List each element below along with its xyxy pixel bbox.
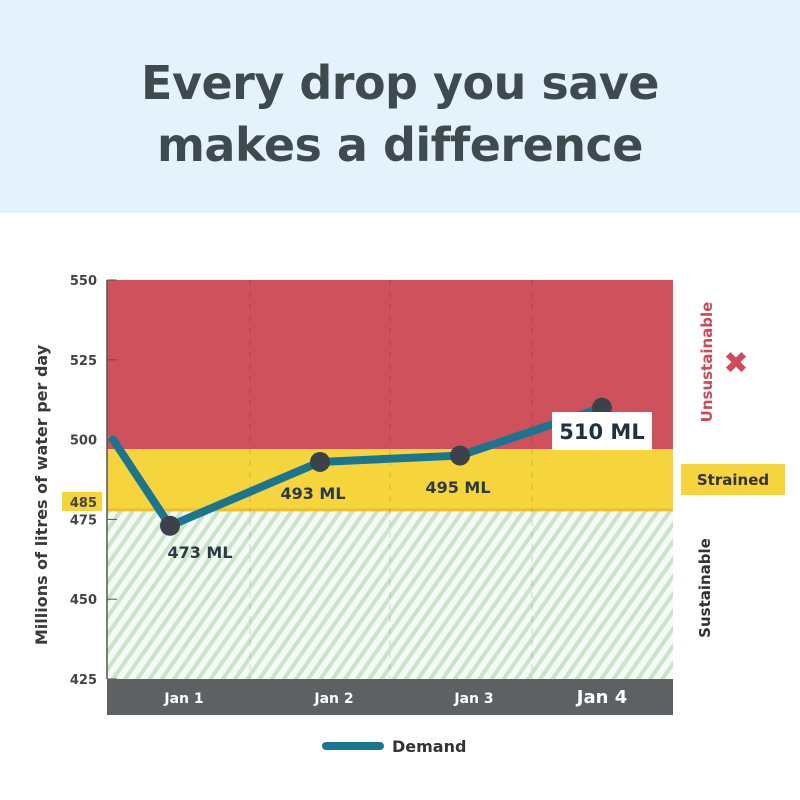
title-line-2: makes a difference: [157, 118, 644, 172]
x-tick-label: Jan 2: [313, 691, 353, 707]
x-tick-label: Jan 4: [575, 687, 627, 708]
data-label-box: [552, 412, 652, 450]
data-label: 473 ML: [167, 543, 232, 562]
data-point: [450, 445, 470, 466]
threshold-label-bg: [62, 492, 102, 511]
y-tick-label: 550: [70, 274, 97, 289]
x-tick-label: Jan 1: [163, 691, 203, 707]
data-label: 495 ML: [425, 478, 490, 497]
zone-label-unsustainable: Unsustainable: [698, 302, 716, 423]
zone-sustainable: [107, 509, 673, 679]
y-tick-label: 500: [70, 434, 97, 449]
threshold-label: 485: [70, 496, 97, 511]
y-tick-label: 475: [70, 513, 97, 528]
zone-label-strained-bg: [681, 464, 785, 495]
zone-label-sustainable: Sustainable: [696, 538, 714, 638]
data-label: 493 ML: [280, 484, 345, 503]
y-tick-label: 525: [70, 354, 97, 369]
legend-label: Demand: [392, 737, 466, 756]
data-label: 510 ML: [559, 420, 644, 444]
title-line-1: Every drop you save: [141, 56, 659, 110]
x-tick-label: Jan 3: [453, 691, 493, 707]
data-point: [310, 451, 330, 472]
y-tick-label: 425: [70, 673, 97, 688]
title-banner: [0, 0, 800, 213]
zone-label-strained: Strained: [697, 471, 769, 489]
y-tick-label: 450: [70, 593, 97, 608]
y-axis-label: Millions of litres of water per day: [32, 344, 51, 645]
x-icon: ✖: [723, 346, 748, 381]
data-point: [160, 515, 180, 536]
x-axis-bar: [107, 679, 673, 715]
page-title: Every drop you save makes a difference: [0, 52, 800, 176]
